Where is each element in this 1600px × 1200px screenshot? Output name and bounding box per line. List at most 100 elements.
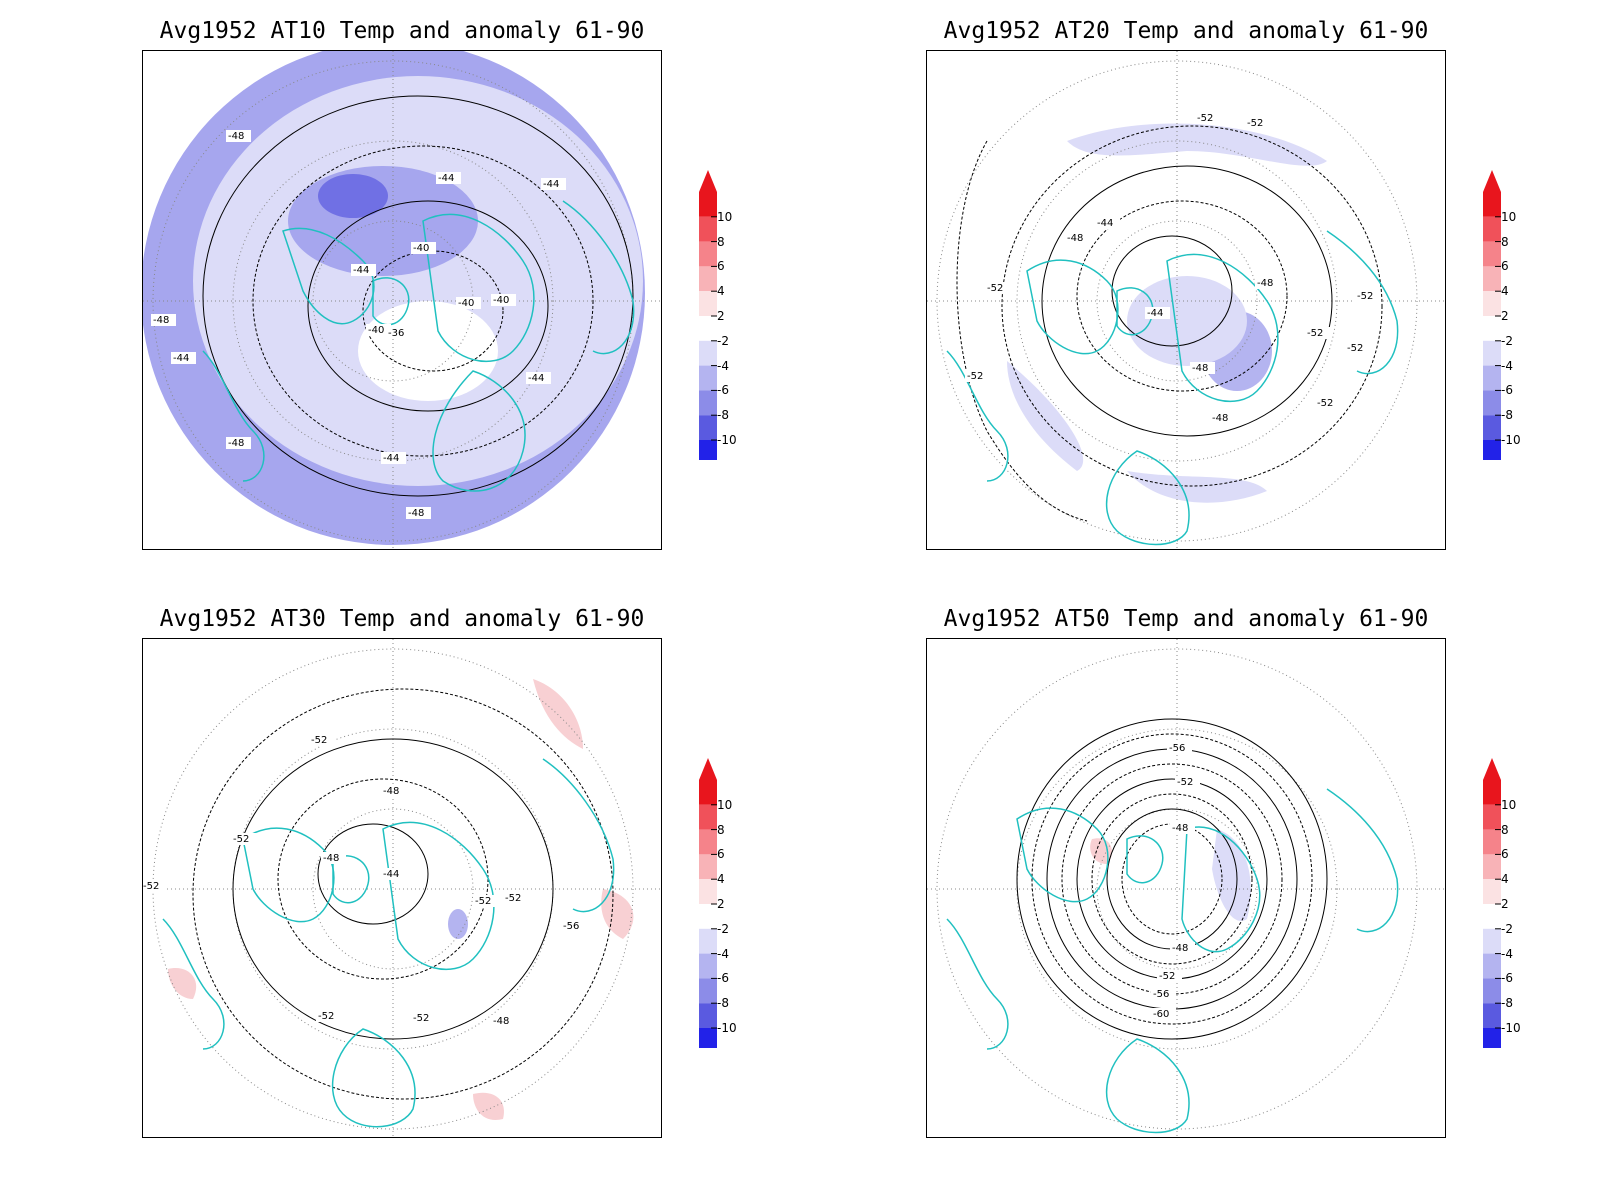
- colorbar-label: -8: [1501, 408, 1513, 423]
- contour-label: -48: [1067, 233, 1083, 244]
- colorbar-segment: [1483, 415, 1501, 440]
- colorbar-segment: [699, 390, 717, 416]
- colorbar-segment: [1483, 291, 1501, 316]
- map-frame: -52 -52 -52 -52 -48 -44 -44 -48 -48 -52 -52 -52 -48 -…: [926, 50, 1446, 550]
- contour-label: -44: [543, 179, 559, 190]
- colorbar-ramp: [699, 758, 717, 1048]
- contour-label: -48: [153, 315, 169, 326]
- contour-label-bg: [456, 297, 481, 309]
- polar-map-at30: -52 -48 -52 -48 -44 -52 -52 -48 -52 -52 -56 -52: [143, 639, 661, 1137]
- polar-map-at10: -48 -48 -44 -44 -44 -40 -40 -36 -40 -44 -48 -44 -48 -…: [143, 51, 661, 549]
- contour-label-bg: [1151, 988, 1176, 1000]
- colorbar-label: 10: [717, 209, 733, 224]
- contour-label: -52: [1317, 398, 1333, 409]
- contour-label: -52: [413, 1013, 429, 1024]
- panel-title: Avg1952 AT50 Temp and anomaly 61-90: [943, 606, 1429, 632]
- colorbar-segment: [1483, 928, 1501, 954]
- contour-label-bg: [366, 324, 391, 336]
- colorbar-label: 2: [717, 897, 725, 911]
- colorbar-ramp: [1483, 170, 1501, 460]
- colorbar-segment: [699, 904, 717, 929]
- contour-label-bg: [411, 1012, 436, 1024]
- contour-label-bg: [1315, 397, 1340, 409]
- contour-label-bg: [226, 130, 251, 142]
- colorbar-label: -8: [717, 996, 729, 1011]
- contour-label: -36: [388, 328, 404, 339]
- colorbar-segment: [699, 829, 717, 855]
- colorbar-label: 8: [717, 234, 725, 249]
- contour-label-bg: [491, 294, 516, 306]
- colorbar-segment: [1483, 854, 1501, 880]
- contour-label: -48: [1192, 363, 1208, 374]
- contour-label: -48: [383, 786, 399, 797]
- colorbar-ramp: [699, 170, 717, 460]
- contour-label-bg: [411, 242, 436, 254]
- colorbar-segment: [1483, 879, 1501, 904]
- contour-label: -40: [493, 295, 509, 306]
- contour-label-bg: [1095, 217, 1120, 229]
- contour-label: -44: [438, 173, 454, 184]
- contour-label: -48: [1257, 278, 1273, 289]
- contour-label-bg: [321, 852, 346, 864]
- colorbar-segment: [1483, 192, 1501, 217]
- contour-label: -48: [1172, 943, 1188, 954]
- contour-label-bg: [1345, 342, 1370, 354]
- contour-label-bg: [561, 920, 586, 932]
- colorbar-segment: [699, 440, 717, 460]
- graticule: [927, 51, 1445, 549]
- colorbar-ramp: [1483, 758, 1501, 1048]
- map-frame: -52 -48 -52 -48 -44 -52 -52 -48 -52 -52 -56 -52: [142, 638, 662, 1138]
- colorbar-label: -8: [717, 408, 729, 423]
- colorbar-segment: [1483, 365, 1501, 391]
- panel-at20: Avg1952 AT20 Temp and anomaly 61-90: [926, 18, 1526, 578]
- contour-label: -48: [408, 508, 424, 519]
- contour-label: -52: [1307, 328, 1323, 339]
- colorbar-label: -10: [1501, 433, 1521, 447]
- contour-label: -52: [987, 283, 1003, 294]
- contour-label-bg: [541, 178, 566, 190]
- colorbar-label: 8: [1501, 822, 1509, 837]
- contour-label: -44: [353, 265, 369, 276]
- contour-label-bg: [386, 327, 411, 339]
- contour-label: -52: [1159, 971, 1175, 982]
- contour-label-bg: [151, 314, 176, 326]
- colorbar-segment: [699, 340, 717, 366]
- contour-label: -44: [383, 869, 399, 880]
- colorbar-label: 6: [717, 847, 725, 862]
- graticule: [143, 639, 661, 1137]
- colorbar-segment: [699, 854, 717, 880]
- anomaly-fill-core: [318, 174, 388, 218]
- panel-title: Avg1952 AT20 Temp and anomaly 61-90: [943, 18, 1429, 44]
- anomaly-fill-neutral: [358, 301, 498, 401]
- contour-label: -52: [311, 735, 327, 746]
- contour-label: -48: [323, 853, 339, 864]
- contour-label: -44: [383, 453, 399, 464]
- polar-map-at50: -56 -52 -48 -48 -52 -56 -60: [927, 639, 1445, 1137]
- contour-label-bg: [491, 1015, 516, 1027]
- colorbar-label: 6: [1501, 259, 1509, 274]
- coastlines: [946, 788, 1399, 1134]
- colorbar-label: -6: [717, 383, 729, 398]
- panel-at10: Avg1952 AT10 Temp and anomaly 61-90: [142, 18, 742, 578]
- colorbar-label: 10: [1501, 797, 1517, 812]
- colorbar-segment: [1483, 241, 1501, 267]
- colorbar-label: 6: [1501, 847, 1509, 862]
- contour-label: -44: [1097, 218, 1113, 229]
- colorbar-segment: [1483, 953, 1501, 979]
- contour-label-bg: [1175, 776, 1200, 788]
- contour-label-bg: [381, 452, 406, 464]
- contour-labels: -52 -48 -52 -48 -44 -52 -52 -48 -52 -52 -56 -52: [143, 734, 586, 1027]
- contour-label-bg: [351, 264, 376, 276]
- colorbar-label: -2: [717, 921, 729, 936]
- contour-label-bg: [381, 868, 406, 880]
- colorbar-segment: [699, 804, 717, 830]
- contour-label: -48: [228, 438, 244, 449]
- contour-label-bg: [436, 172, 461, 184]
- colorbar-label: -4: [1501, 358, 1513, 373]
- colorbar-segment: [1483, 1028, 1501, 1048]
- contour-label: -52: [1347, 343, 1363, 354]
- colorbar-segment: [699, 1003, 717, 1028]
- colorbar-segment: [1483, 440, 1501, 460]
- colorbar-label: 2: [1501, 897, 1509, 911]
- colorbar-label: -2: [1501, 921, 1513, 936]
